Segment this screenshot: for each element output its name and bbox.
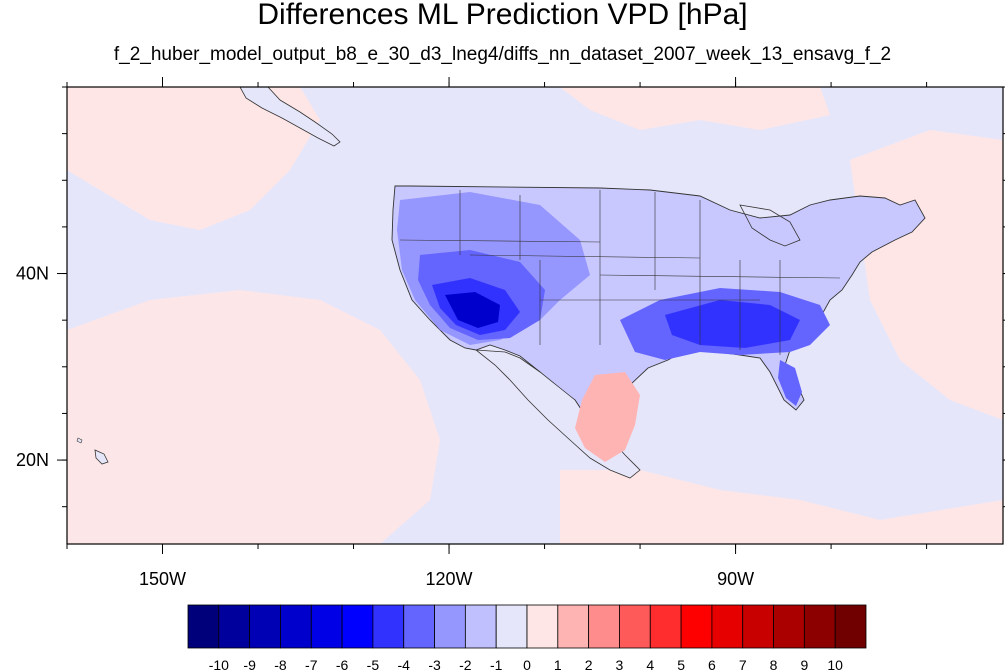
positive-region-mexico	[575, 372, 640, 462]
colorbar-label: 2	[585, 657, 593, 672]
positive-region-central-pacific	[67, 290, 440, 544]
colorbar: -10 -9 -8 -7 -6 -5 -4 -3 -2 -1 0 1 2 3 4 5 6 7 8 9 10	[187, 604, 867, 672]
y-tick-label: 40N	[16, 264, 49, 284]
positive-region-south	[560, 470, 1003, 544]
colorbar-label: -1	[490, 657, 503, 672]
colorbar-label: 4	[646, 657, 654, 672]
colorbar-swatch	[249, 604, 281, 649]
colorbar-label: 5	[677, 657, 685, 672]
colorbar-swatch	[403, 604, 435, 649]
colorbar-label: -4	[398, 657, 411, 672]
colorbar-swatch	[680, 604, 713, 649]
coastline-hawaii	[94, 449, 109, 465]
positive-region-north	[560, 87, 830, 130]
colorbar-label: -5	[367, 657, 380, 672]
x-tick-label: 120W	[426, 569, 473, 589]
negative-region-southeast-core	[665, 300, 800, 348]
colorbar-swatch	[434, 604, 466, 649]
map-subtitle: f_2_huber_model_output_b8_e_30_d3_lneg4/…	[113, 44, 892, 65]
axis-tick-labels: 150W 120W 90W 40N 20N	[16, 264, 754, 589]
colorbar-swatch	[834, 604, 867, 649]
colorbar-label: -10	[209, 657, 229, 672]
colorbar-label: -3	[428, 657, 441, 672]
coastline-alaska	[239, 87, 341, 147]
colorbar-swatch	[649, 604, 682, 649]
colorbar-swatch	[372, 604, 405, 649]
state-boundaries	[399, 190, 841, 355]
colorbar-swatch	[218, 604, 251, 649]
colorbar-swatch	[619, 604, 651, 649]
colorbar-swatch	[310, 604, 343, 649]
colorbar-swatch	[464, 604, 497, 649]
plot-frame	[66, 86, 1004, 545]
colorbar-label: -2	[459, 657, 472, 672]
y-tick-label: 20N	[16, 450, 49, 470]
colorbar-label: 9	[800, 657, 808, 672]
colorbar-label: -9	[243, 657, 256, 672]
colorbar-swatch	[495, 604, 528, 649]
negative-region-florida	[778, 360, 802, 406]
colorbar-label: -8	[274, 657, 287, 672]
map-title: Differences ML Prediction VPD [hPa]	[257, 0, 748, 31]
colorbar-swatch	[557, 604, 590, 649]
great-lakes	[739, 204, 801, 247]
colorbar-label: 1	[554, 657, 562, 672]
difference-field	[67, 87, 1003, 544]
colorbar-swatch	[773, 604, 805, 649]
colorbar-swatch	[187, 604, 220, 649]
major-ticks	[57, 77, 1005, 554]
colorbar-label: 6	[708, 657, 716, 672]
coastline-hawaii-2	[76, 437, 83, 444]
colorbar-label: -7	[305, 657, 318, 672]
colorbar-label: 3	[616, 657, 624, 672]
colorbar-swatch	[526, 604, 559, 649]
colorbar-swatch	[341, 604, 374, 649]
colorbar-label: 0	[523, 657, 531, 672]
colorbar-swatch	[742, 604, 774, 649]
colorbar-label: 10	[827, 657, 843, 672]
negative-region-southwest-max	[445, 292, 500, 328]
colorbar-label: 8	[770, 657, 778, 672]
colorbar-label: -6	[336, 657, 349, 672]
x-tick-label: 150W	[139, 569, 186, 589]
colorbar-swatch	[711, 604, 744, 649]
colorbar-swatch	[803, 604, 836, 649]
colorbar-swatch	[280, 604, 312, 649]
colorbar-swatch	[588, 604, 620, 649]
colorbar-label: 7	[739, 657, 747, 672]
positive-region-northeast-pacific	[67, 87, 320, 230]
x-tick-label: 90W	[717, 569, 754, 589]
